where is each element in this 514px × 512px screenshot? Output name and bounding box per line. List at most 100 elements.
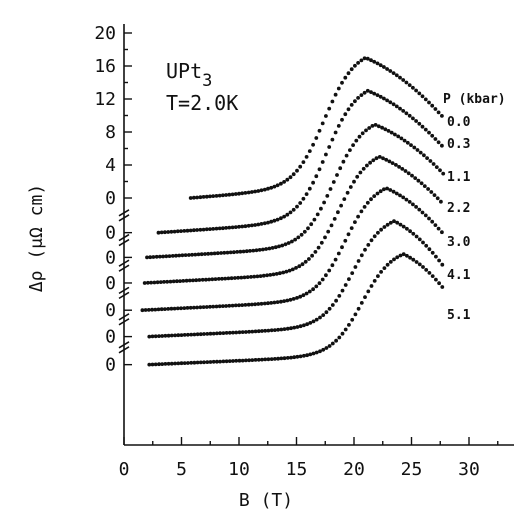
data-point — [307, 289, 312, 294]
data-point — [160, 362, 165, 366]
data-point — [269, 185, 274, 190]
data-point — [421, 240, 425, 245]
data-point — [262, 301, 267, 306]
data-point — [301, 293, 306, 298]
data-point — [412, 145, 417, 150]
data-point — [305, 353, 309, 358]
data-point — [196, 252, 201, 257]
data-point — [409, 143, 413, 148]
data-point — [308, 321, 313, 325]
data-point — [266, 328, 271, 333]
x-tick-label: 10 — [228, 459, 250, 480]
data-point — [398, 222, 403, 227]
data-point — [369, 238, 374, 243]
data-point — [275, 183, 280, 188]
data-point — [244, 249, 249, 254]
data-point — [340, 245, 344, 250]
data-point — [321, 313, 326, 317]
data-point — [405, 226, 409, 231]
data-point — [275, 300, 280, 304]
data-point — [277, 244, 281, 249]
data-point — [186, 332, 190, 337]
data-point — [221, 226, 225, 231]
data-point — [281, 270, 286, 275]
data-point — [172, 306, 177, 311]
data-point — [301, 160, 306, 165]
data-point — [360, 131, 365, 136]
data-point — [252, 274, 257, 279]
data-point — [324, 152, 328, 157]
data-point — [432, 193, 437, 198]
data-point — [237, 303, 241, 308]
data-point — [335, 173, 339, 177]
data-point — [295, 354, 300, 359]
data-point — [356, 96, 360, 100]
x-tick-label: 5 — [176, 459, 187, 480]
data-point — [253, 223, 257, 227]
data-point — [279, 356, 284, 361]
x-tick-label: 25 — [401, 459, 423, 480]
data-point — [401, 78, 406, 82]
series-2.2 — [142, 155, 443, 285]
data-point — [201, 195, 206, 199]
data-point — [386, 129, 391, 133]
data-point — [169, 229, 174, 234]
data-point — [435, 196, 440, 201]
axis-break-mark — [118, 233, 130, 247]
data-point — [371, 158, 376, 163]
data-point — [325, 194, 330, 198]
data-point — [318, 349, 322, 354]
data-point — [333, 92, 338, 97]
data-point — [263, 328, 268, 333]
data-point — [238, 249, 243, 254]
data-point — [258, 274, 263, 278]
data-point — [202, 360, 206, 365]
data-point — [201, 227, 206, 232]
data-point — [167, 254, 172, 258]
data-point — [316, 245, 321, 250]
data-point — [304, 291, 309, 296]
data-point — [244, 358, 248, 363]
data-point — [214, 226, 219, 231]
data-point — [374, 156, 379, 161]
data-point — [441, 171, 446, 176]
data-point — [353, 312, 358, 317]
data-point — [186, 361, 190, 365]
data-point — [250, 302, 254, 307]
data-point — [401, 224, 406, 229]
data-point — [358, 170, 363, 175]
data-point — [179, 333, 184, 337]
data-point — [314, 136, 319, 140]
data-point — [378, 94, 383, 99]
data-point — [276, 356, 280, 361]
data-point — [189, 360, 194, 365]
data-point — [152, 280, 157, 285]
data-point — [404, 80, 409, 85]
data-point — [263, 357, 268, 362]
data-point — [343, 283, 348, 287]
data-point — [239, 275, 244, 280]
data-point — [237, 224, 241, 229]
data-point — [343, 327, 348, 332]
data-point — [307, 257, 311, 261]
data-point — [317, 167, 322, 172]
data-point — [171, 279, 176, 284]
data-point — [256, 189, 261, 193]
data-point — [283, 242, 288, 247]
data-point — [227, 192, 232, 197]
data-point — [402, 138, 407, 143]
data-point — [282, 356, 287, 361]
data-point — [250, 329, 255, 334]
data-point — [253, 189, 257, 194]
data-point — [155, 280, 160, 285]
data-point — [180, 253, 185, 258]
data-point — [405, 140, 410, 145]
data-point — [348, 148, 352, 153]
data-point — [314, 284, 319, 289]
data-point — [408, 229, 412, 234]
data-point — [291, 207, 296, 212]
data-point — [420, 94, 425, 99]
data-point — [225, 250, 230, 255]
data-point — [320, 160, 325, 164]
data-point — [198, 305, 203, 310]
